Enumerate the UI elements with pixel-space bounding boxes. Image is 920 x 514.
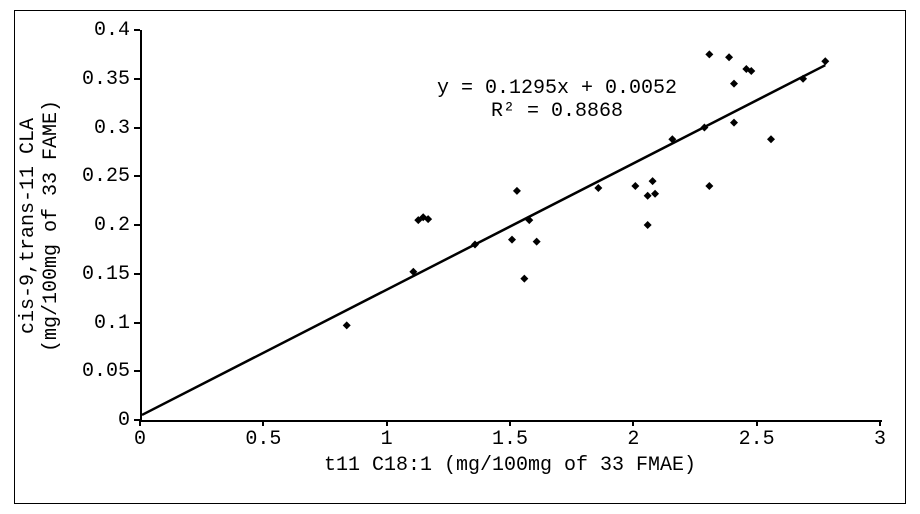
- data-point: [730, 80, 738, 88]
- x-tick: [756, 420, 758, 426]
- data-point: [725, 53, 733, 61]
- y-tick: [134, 273, 140, 275]
- y-tick-label: 0.35: [82, 68, 130, 91]
- data-point: [730, 119, 738, 127]
- y-tick: [134, 322, 140, 324]
- data-point: [705, 182, 713, 190]
- y-tick: [134, 175, 140, 177]
- x-axis-label: t11 C18:1 (mg/100mg of 33 FMAE): [140, 454, 880, 477]
- y-tick-label: 0.3: [94, 117, 130, 140]
- x-tick-label: 2.5: [737, 428, 777, 451]
- y-tick: [134, 127, 140, 129]
- annotation-equation: y = 0.1295x + 0.0052: [437, 77, 677, 100]
- y-tick: [134, 370, 140, 372]
- y-tick: [134, 78, 140, 80]
- data-point: [649, 177, 657, 185]
- y-tick-label: 0.4: [94, 19, 130, 42]
- x-tick-label: 0.5: [243, 428, 283, 451]
- data-point: [594, 184, 602, 192]
- x-tick: [632, 420, 634, 426]
- x-axis-label-text: t11 C18:1 (mg/100mg of 33 FMAE): [324, 454, 696, 477]
- annotation-rsquared: R² = 0.8868: [491, 100, 623, 123]
- y-tick-label: 0.1: [94, 312, 130, 335]
- data-point: [705, 50, 713, 58]
- x-tick: [262, 420, 264, 426]
- y-tick-label: 0.2: [94, 214, 130, 237]
- x-tick-label: 2: [613, 428, 653, 451]
- y-tick-label: 0.25: [82, 165, 130, 188]
- x-tick: [386, 420, 388, 426]
- x-tick-label: 3: [860, 428, 900, 451]
- data-point: [644, 192, 652, 200]
- y-tick-label: 0.15: [82, 263, 130, 286]
- x-tick-label: 1: [367, 428, 407, 451]
- y-tick: [134, 224, 140, 226]
- y-tick-label: 0: [118, 409, 130, 432]
- data-point: [631, 182, 639, 190]
- x-tick: [879, 420, 881, 426]
- regression-annotation: y = 0.1295x + 0.0052R² = 0.8868: [427, 77, 687, 123]
- y-tick-label: 0.05: [82, 360, 130, 383]
- x-tick-label: 1.5: [490, 428, 530, 451]
- data-point: [513, 187, 521, 195]
- y-tick: [134, 29, 140, 31]
- y-tick: [134, 419, 140, 421]
- y-axis-label-line1: cis-9,trans-11 CLA: [17, 118, 40, 334]
- data-point: [644, 221, 652, 229]
- data-point: [821, 57, 829, 65]
- data-point: [533, 238, 541, 246]
- y-axis-label: cis-9,trans-11 CLA(mg/100mg of 33 FAME): [17, 46, 63, 406]
- data-point: [508, 236, 516, 244]
- x-tick: [509, 420, 511, 426]
- data-point: [520, 275, 528, 283]
- data-point: [343, 321, 351, 329]
- y-axis-label-line2: (mg/100mg of 33 FAME): [40, 100, 63, 352]
- data-point: [767, 135, 775, 143]
- data-point: [651, 190, 659, 198]
